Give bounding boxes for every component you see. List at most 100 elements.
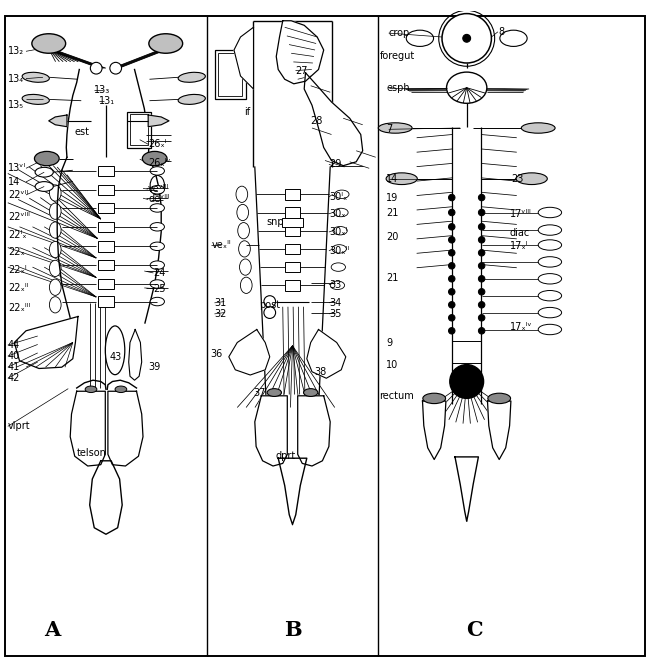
Circle shape: [463, 34, 471, 42]
Bar: [282, 218, 303, 227]
Bar: [127, 112, 151, 147]
Ellipse shape: [538, 307, 562, 318]
Text: 19: 19: [386, 194, 398, 203]
Text: esph: esph: [386, 83, 410, 93]
Ellipse shape: [150, 204, 164, 212]
Ellipse shape: [22, 73, 49, 82]
Circle shape: [478, 288, 485, 295]
Text: 14: 14: [8, 177, 20, 187]
Bar: [130, 114, 148, 145]
Text: vlprt: vlprt: [8, 421, 31, 431]
Circle shape: [478, 302, 485, 308]
Circle shape: [478, 327, 485, 334]
Text: 7: 7: [386, 124, 393, 134]
Ellipse shape: [334, 208, 348, 217]
Circle shape: [110, 62, 122, 74]
Circle shape: [90, 62, 102, 74]
Text: 23: 23: [511, 173, 523, 183]
Bar: [98, 279, 114, 289]
Text: snp: snp: [266, 216, 284, 226]
Circle shape: [448, 194, 455, 201]
Ellipse shape: [35, 181, 53, 192]
Circle shape: [478, 209, 485, 216]
Circle shape: [448, 314, 455, 321]
Bar: [218, 53, 242, 95]
Text: veₓᴵᴵ: veₓᴵᴵ: [211, 240, 231, 250]
Text: 22ᵛᴵᴵ: 22ᵛᴵᴵ: [8, 190, 28, 200]
Ellipse shape: [49, 185, 61, 201]
Polygon shape: [49, 115, 67, 127]
Text: 24: 24: [153, 268, 166, 278]
Polygon shape: [304, 73, 363, 166]
Text: 34: 34: [329, 298, 341, 308]
Ellipse shape: [304, 388, 318, 396]
Ellipse shape: [538, 225, 562, 235]
Polygon shape: [90, 461, 122, 534]
Circle shape: [448, 288, 455, 295]
Text: 22ₓᴵᴵ: 22ₓᴵᴵ: [8, 283, 28, 293]
Text: foregut: foregut: [380, 51, 415, 61]
Ellipse shape: [538, 274, 562, 284]
Circle shape: [264, 296, 276, 307]
Text: 32: 32: [214, 309, 227, 319]
Ellipse shape: [333, 226, 347, 235]
Text: 27: 27: [296, 66, 308, 76]
Ellipse shape: [149, 34, 183, 53]
Bar: [98, 296, 114, 306]
Text: 41: 41: [8, 362, 20, 372]
Ellipse shape: [332, 245, 346, 253]
Bar: [285, 189, 300, 200]
Bar: [98, 260, 114, 270]
Text: 36: 36: [210, 349, 222, 360]
Text: A: A: [44, 620, 60, 640]
Text: 37: 37: [254, 388, 266, 398]
Ellipse shape: [150, 261, 164, 269]
Text: 13₁: 13₁: [99, 95, 116, 106]
Text: 22ᴵₓ: 22ᴵₓ: [8, 230, 27, 240]
Text: 22ₓᴵ: 22ₓᴵ: [8, 265, 27, 276]
Text: 21: 21: [386, 273, 398, 283]
Ellipse shape: [330, 281, 344, 290]
Ellipse shape: [22, 94, 49, 104]
Circle shape: [448, 263, 455, 269]
Text: 10: 10: [386, 360, 398, 370]
Text: 20: 20: [386, 232, 398, 241]
Text: 30ₓᴵᴵ: 30ₓᴵᴵ: [329, 246, 349, 256]
Text: if: if: [244, 107, 250, 117]
Circle shape: [450, 365, 484, 398]
Ellipse shape: [115, 386, 127, 392]
Text: 31: 31: [214, 298, 227, 308]
Ellipse shape: [488, 393, 511, 404]
Text: rectum: rectum: [379, 392, 413, 401]
Text: 17ₓᴵᵛ: 17ₓᴵᵛ: [510, 322, 532, 332]
Circle shape: [478, 249, 485, 256]
Text: 26ₓᴵᵛ: 26ₓᴵᵛ: [148, 158, 171, 168]
Polygon shape: [278, 458, 307, 525]
Text: 44: 44: [8, 340, 20, 350]
Circle shape: [478, 194, 485, 201]
Text: 13₂: 13₂: [8, 46, 24, 56]
Bar: [285, 226, 300, 236]
Ellipse shape: [150, 167, 164, 175]
Ellipse shape: [406, 30, 434, 46]
Text: 9: 9: [386, 337, 392, 347]
Circle shape: [478, 224, 485, 230]
Circle shape: [478, 263, 485, 269]
Ellipse shape: [49, 222, 61, 238]
Bar: [214, 50, 246, 99]
Circle shape: [478, 276, 485, 282]
Text: C: C: [466, 620, 483, 640]
Ellipse shape: [178, 73, 205, 82]
Circle shape: [448, 302, 455, 308]
Ellipse shape: [538, 207, 562, 218]
Text: 22ₓᴵᴵᴵ: 22ₓᴵᴵᴵ: [8, 303, 30, 313]
Text: 29: 29: [329, 159, 341, 169]
Text: 28: 28: [311, 116, 323, 126]
Text: 13ᵛᴵ: 13ᵛᴵ: [8, 163, 26, 173]
Circle shape: [448, 209, 455, 216]
Text: 21: 21: [386, 208, 398, 218]
Bar: [285, 280, 300, 290]
Polygon shape: [307, 329, 346, 378]
Ellipse shape: [240, 277, 252, 294]
Ellipse shape: [335, 190, 349, 198]
